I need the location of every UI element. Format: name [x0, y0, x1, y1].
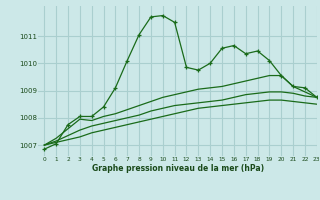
X-axis label: Graphe pression niveau de la mer (hPa): Graphe pression niveau de la mer (hPa) — [92, 164, 264, 173]
